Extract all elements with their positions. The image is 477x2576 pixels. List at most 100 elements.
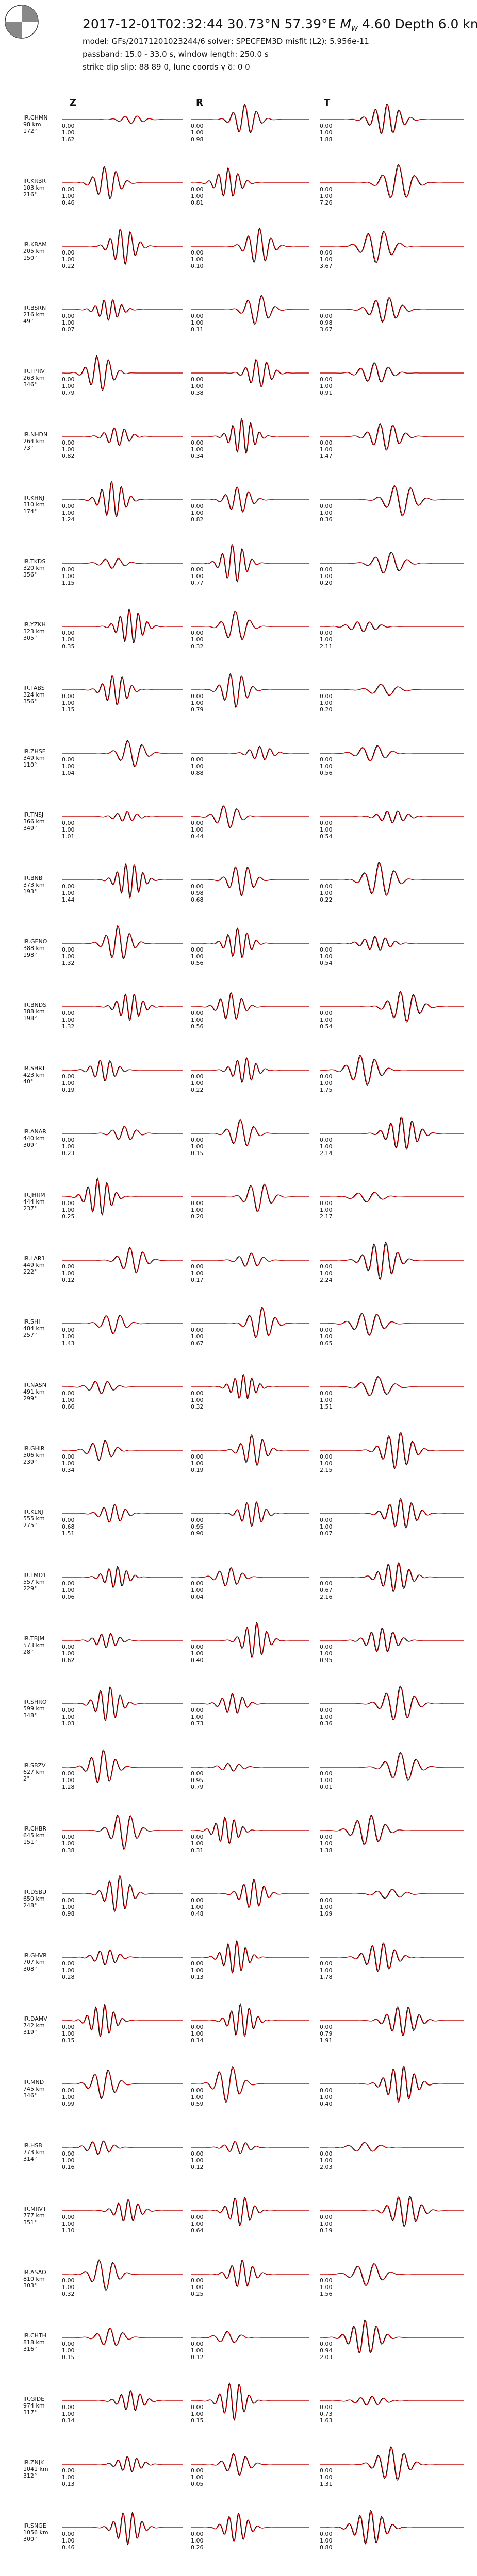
trace-stat: 0.00: [62, 439, 75, 446]
trace-stat: 1.00: [320, 1840, 333, 1847]
station-azimuth: 40°: [23, 1078, 34, 1085]
waveform-synthetic: [320, 552, 464, 573]
waveform-synthetic: [191, 487, 309, 512]
trace-stat: 0.00: [320, 1390, 333, 1397]
trace-stat: 1.00: [320, 1397, 333, 1403]
trace-stat: 1.00: [62, 319, 75, 326]
trace-stat: 0.59: [191, 2100, 204, 2107]
waveform-synthetic: [62, 2004, 183, 2037]
trace-stat: 0.00: [320, 693, 333, 700]
waveform-synthetic: [191, 1622, 309, 1657]
station-name: IR.KBAM: [23, 241, 47, 248]
station-name: IR.KHNJ: [23, 495, 44, 501]
trace-stat: 1.62: [62, 136, 75, 143]
station-distance: 323 km: [23, 628, 45, 635]
waveform-synthetic: [62, 2328, 183, 2346]
station-distance: 440 km: [23, 1135, 45, 1142]
waveform-observed: [191, 1118, 309, 1146]
station-name: IR.JHRM: [23, 1192, 45, 1198]
trace-stat: 0.00: [320, 1770, 333, 1777]
trace-stat: 0.00: [62, 1263, 75, 1270]
trace-stat: 1.00: [62, 1397, 75, 1403]
trace-stat: 0.00: [320, 249, 333, 256]
waveform-synthetic: [62, 1686, 183, 1721]
trace-stat: 0.67: [191, 1340, 204, 1347]
trace-stat: 0.00: [191, 1517, 204, 1523]
station-name: IR.BNDS: [23, 1002, 46, 1008]
trace-stat: 0.20: [320, 706, 333, 713]
trace-stat: 0.34: [62, 1467, 75, 1473]
trace-stat: 0.00: [191, 1137, 204, 1143]
station-azimuth: 150°: [23, 255, 37, 261]
trace-stat: 1.63: [320, 2417, 333, 2424]
trace-stat: 0.00: [320, 1960, 333, 1967]
waveform-observed: [191, 2196, 309, 2226]
waveform-observed: [320, 1498, 464, 1529]
trace-stat: 0.00: [191, 2150, 204, 2157]
waveform-synthetic: [320, 1753, 464, 1780]
waveform-observed: [62, 299, 183, 321]
trace-stat: 0.00: [191, 2087, 204, 2094]
waveform-synthetic: [62, 481, 183, 517]
trace-stat: 0.00: [191, 946, 204, 953]
trace-stat: 0.15: [191, 2417, 204, 2424]
waveform-synthetic: [191, 1253, 309, 1267]
trace-stat: 1.00: [191, 1080, 204, 1087]
waveform-synthetic: [320, 424, 464, 450]
trace-stat: 0.15: [191, 1150, 204, 1157]
trace-stat: 0.00: [62, 186, 75, 193]
trace-stat: 0.00: [191, 2467, 204, 2474]
trace-stat: 0.00: [62, 313, 75, 319]
column-header: Z: [70, 97, 76, 108]
trace-stat: 0.98: [191, 136, 204, 143]
trace-stat: 0.20: [320, 580, 333, 586]
waveform-observed: [191, 418, 309, 454]
waveform-observed: [320, 2446, 464, 2481]
trace-stat: 0.00: [320, 883, 333, 890]
trace-stat: 0.38: [191, 389, 204, 396]
trace-stat: 2.16: [320, 1594, 333, 1600]
trace-stat: 1.00: [191, 1270, 204, 1277]
station-distance: 1056 km: [23, 2529, 48, 2536]
station-azimuth: 222°: [23, 1268, 37, 1275]
trace-stat: 0.00: [62, 123, 75, 129]
trace-stat: 0.00: [191, 883, 204, 890]
station-distance: 745 km: [23, 2086, 45, 2092]
station-azimuth: 308°: [23, 1965, 37, 1972]
waveform-synthetic: [191, 1502, 309, 1527]
station-distance: 98 km: [23, 121, 41, 128]
station-name: IR.DSBU: [23, 1889, 46, 1895]
waveform-observed: [62, 1749, 183, 1784]
trace-stat: 0.38: [62, 1847, 75, 1854]
trace-stat: 0.00: [191, 439, 204, 446]
trace-stat: 1.00: [320, 1016, 333, 1023]
waveform-synthetic: [191, 2454, 309, 2475]
trace-stat: 0.00: [320, 2024, 333, 2030]
station-distance: 216 km: [23, 311, 45, 318]
waveform-synthetic: [320, 2263, 464, 2285]
trace-stat: 1.00: [320, 2221, 333, 2227]
station-distance: 373 km: [23, 882, 45, 888]
trace-stat: 0.13: [62, 2481, 75, 2487]
trace-stat: 0.00: [320, 1834, 333, 1840]
station-name: IR.NHDN: [23, 431, 47, 438]
waveform-synthetic: [62, 558, 183, 569]
waveform-synthetic: [191, 359, 309, 387]
trace-stat: 1.00: [191, 2347, 204, 2354]
station-azimuth: 317°: [23, 2409, 37, 2416]
mechanism-line: strike dip slip: 88 89 0, lune coords γ …: [83, 62, 250, 72]
station-distance: 818 km: [23, 2339, 45, 2346]
waveform-synthetic: [320, 1313, 464, 1335]
trace-stat: 1.00: [62, 2474, 75, 2481]
station-name: IR.DAMV: [23, 2015, 47, 2022]
waveform-synthetic: [62, 299, 183, 320]
station-distance: 555 km: [23, 1515, 45, 1522]
trace-stat: 0.00: [62, 1960, 75, 1967]
trace-stat: 0.00: [62, 2467, 75, 2474]
waveform-synthetic: [191, 295, 309, 324]
